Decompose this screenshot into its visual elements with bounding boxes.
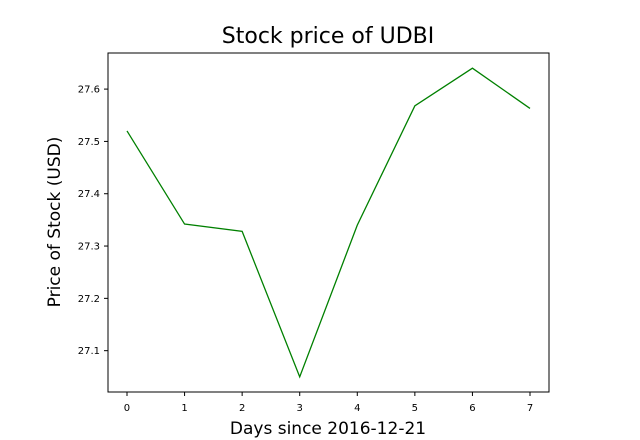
x-axis-label: Days since 2016-12-21 xyxy=(230,419,426,439)
y-tick-label: 27.2 xyxy=(78,294,100,305)
y-axis-label: Price of Stock (USD) xyxy=(45,137,65,308)
series-line xyxy=(126,67,531,379)
y-tick-label: 27.5 xyxy=(78,137,100,148)
series-layer xyxy=(126,67,531,379)
x-tick-label: 3 xyxy=(297,403,303,414)
chart-title: Stock price of UDBI xyxy=(222,24,434,49)
x-tick-label: 4 xyxy=(354,403,360,414)
plot-area-frame xyxy=(107,52,550,393)
x-tick-label: 2 xyxy=(239,403,245,414)
x-tick-label: 6 xyxy=(469,403,475,414)
y-tick-label: 27.1 xyxy=(78,346,100,357)
x-tick-label: 7 xyxy=(527,403,533,414)
y-axis: 27.1 27.2 27.3 27.4 27.5 27.6 xyxy=(78,85,108,357)
y-tick-label: 27.6 xyxy=(78,85,100,96)
x-tick-label: 1 xyxy=(181,403,187,414)
x-axis: 0 1 2 3 4 5 6 7 xyxy=(124,392,533,414)
y-tick-label: 27.4 xyxy=(78,189,100,200)
y-tick-label: 27.3 xyxy=(78,242,100,253)
x-tick-label: 5 xyxy=(412,403,418,414)
x-tick-label: 0 xyxy=(124,403,130,414)
